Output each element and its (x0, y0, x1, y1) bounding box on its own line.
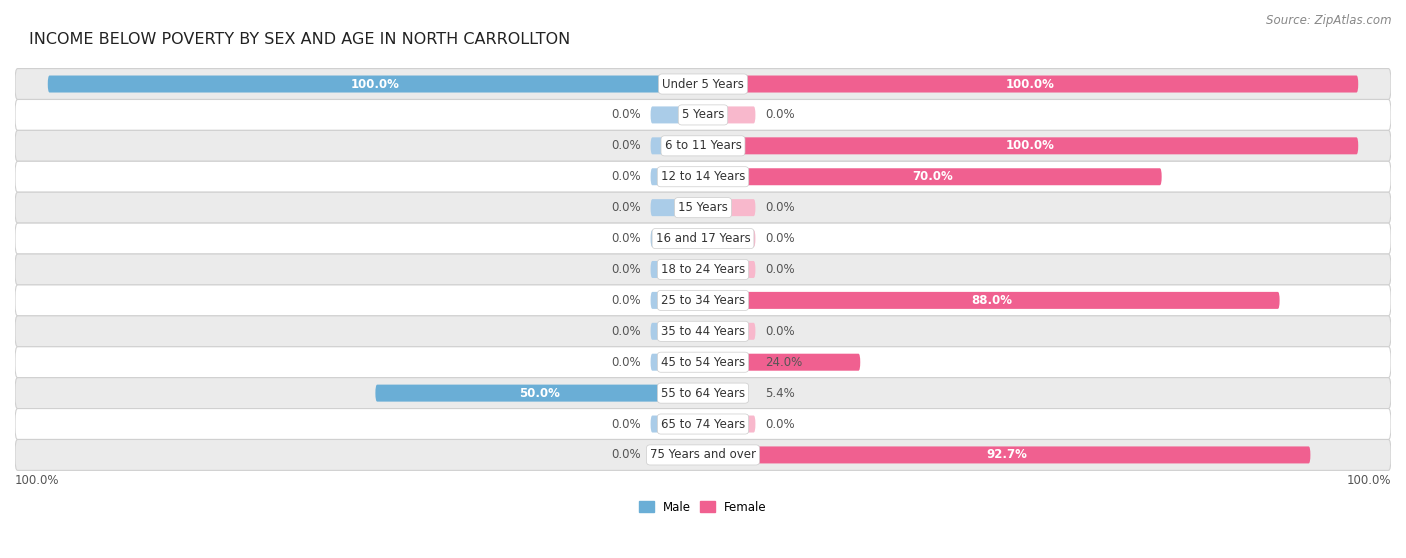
FancyBboxPatch shape (15, 285, 1391, 316)
FancyBboxPatch shape (15, 316, 1391, 347)
FancyBboxPatch shape (651, 446, 703, 464)
Text: 6 to 11 Years: 6 to 11 Years (665, 140, 741, 152)
Text: 5 Years: 5 Years (682, 108, 724, 122)
FancyBboxPatch shape (651, 137, 703, 155)
FancyBboxPatch shape (15, 378, 1391, 408)
Text: 88.0%: 88.0% (970, 294, 1012, 307)
FancyBboxPatch shape (15, 161, 1391, 192)
FancyBboxPatch shape (15, 69, 1391, 99)
FancyBboxPatch shape (703, 107, 755, 123)
Text: 0.0%: 0.0% (765, 325, 794, 338)
Text: 25 to 34 Years: 25 to 34 Years (661, 294, 745, 307)
FancyBboxPatch shape (651, 261, 703, 278)
FancyBboxPatch shape (651, 416, 703, 432)
FancyBboxPatch shape (703, 446, 1310, 464)
Text: 100.0%: 100.0% (15, 474, 59, 487)
Text: 55 to 64 Years: 55 to 64 Years (661, 387, 745, 400)
FancyBboxPatch shape (15, 223, 1391, 254)
Text: 35 to 44 Years: 35 to 44 Years (661, 325, 745, 338)
FancyBboxPatch shape (703, 292, 1279, 309)
FancyBboxPatch shape (15, 131, 1391, 161)
Text: 100.0%: 100.0% (1007, 140, 1054, 152)
FancyBboxPatch shape (15, 347, 1391, 378)
FancyBboxPatch shape (703, 169, 1161, 185)
FancyBboxPatch shape (703, 261, 755, 278)
Text: 75 Years and over: 75 Years and over (650, 449, 756, 461)
Text: 92.7%: 92.7% (986, 449, 1028, 461)
FancyBboxPatch shape (15, 254, 1391, 285)
FancyBboxPatch shape (703, 75, 1358, 93)
FancyBboxPatch shape (15, 192, 1391, 223)
Text: Under 5 Years: Under 5 Years (662, 78, 744, 90)
Text: 0.0%: 0.0% (765, 263, 794, 276)
FancyBboxPatch shape (48, 75, 703, 93)
Text: 100.0%: 100.0% (1347, 474, 1391, 487)
FancyBboxPatch shape (15, 440, 1391, 470)
Text: 0.0%: 0.0% (612, 263, 641, 276)
Text: 45 to 54 Years: 45 to 54 Years (661, 355, 745, 369)
Text: 0.0%: 0.0% (612, 417, 641, 431)
FancyBboxPatch shape (703, 199, 755, 216)
Text: 16 and 17 Years: 16 and 17 Years (655, 232, 751, 245)
FancyBboxPatch shape (703, 323, 755, 340)
FancyBboxPatch shape (703, 384, 738, 402)
Text: 0.0%: 0.0% (612, 108, 641, 122)
Text: 24.0%: 24.0% (765, 355, 803, 369)
Text: 100.0%: 100.0% (1007, 78, 1054, 90)
FancyBboxPatch shape (703, 416, 755, 432)
Text: 0.0%: 0.0% (612, 201, 641, 214)
Text: 0.0%: 0.0% (612, 325, 641, 338)
FancyBboxPatch shape (703, 230, 755, 247)
FancyBboxPatch shape (651, 323, 703, 340)
Text: Source: ZipAtlas.com: Source: ZipAtlas.com (1267, 14, 1392, 27)
Text: 0.0%: 0.0% (765, 417, 794, 431)
Text: 0.0%: 0.0% (612, 355, 641, 369)
FancyBboxPatch shape (651, 199, 703, 216)
Text: INCOME BELOW POVERTY BY SEX AND AGE IN NORTH CARROLLTON: INCOME BELOW POVERTY BY SEX AND AGE IN N… (28, 32, 569, 47)
Text: 12 to 14 Years: 12 to 14 Years (661, 170, 745, 183)
FancyBboxPatch shape (651, 107, 703, 123)
Text: 0.0%: 0.0% (612, 232, 641, 245)
FancyBboxPatch shape (15, 99, 1391, 131)
Text: 65 to 74 Years: 65 to 74 Years (661, 417, 745, 431)
FancyBboxPatch shape (15, 408, 1391, 440)
Text: 0.0%: 0.0% (612, 449, 641, 461)
Text: 15 Years: 15 Years (678, 201, 728, 214)
Text: 0.0%: 0.0% (612, 140, 641, 152)
FancyBboxPatch shape (651, 169, 703, 185)
FancyBboxPatch shape (375, 384, 703, 402)
Text: 18 to 24 Years: 18 to 24 Years (661, 263, 745, 276)
Legend: Male, Female: Male, Female (634, 496, 772, 518)
Text: 0.0%: 0.0% (612, 294, 641, 307)
FancyBboxPatch shape (703, 354, 860, 371)
Text: 5.4%: 5.4% (765, 387, 794, 400)
Text: 100.0%: 100.0% (352, 78, 399, 90)
FancyBboxPatch shape (651, 292, 703, 309)
Text: 0.0%: 0.0% (765, 108, 794, 122)
Text: 50.0%: 50.0% (519, 387, 560, 400)
FancyBboxPatch shape (651, 354, 703, 371)
FancyBboxPatch shape (651, 230, 703, 247)
Text: 0.0%: 0.0% (612, 170, 641, 183)
Text: 0.0%: 0.0% (765, 201, 794, 214)
Text: 0.0%: 0.0% (765, 232, 794, 245)
Text: 70.0%: 70.0% (912, 170, 953, 183)
FancyBboxPatch shape (703, 137, 1358, 155)
